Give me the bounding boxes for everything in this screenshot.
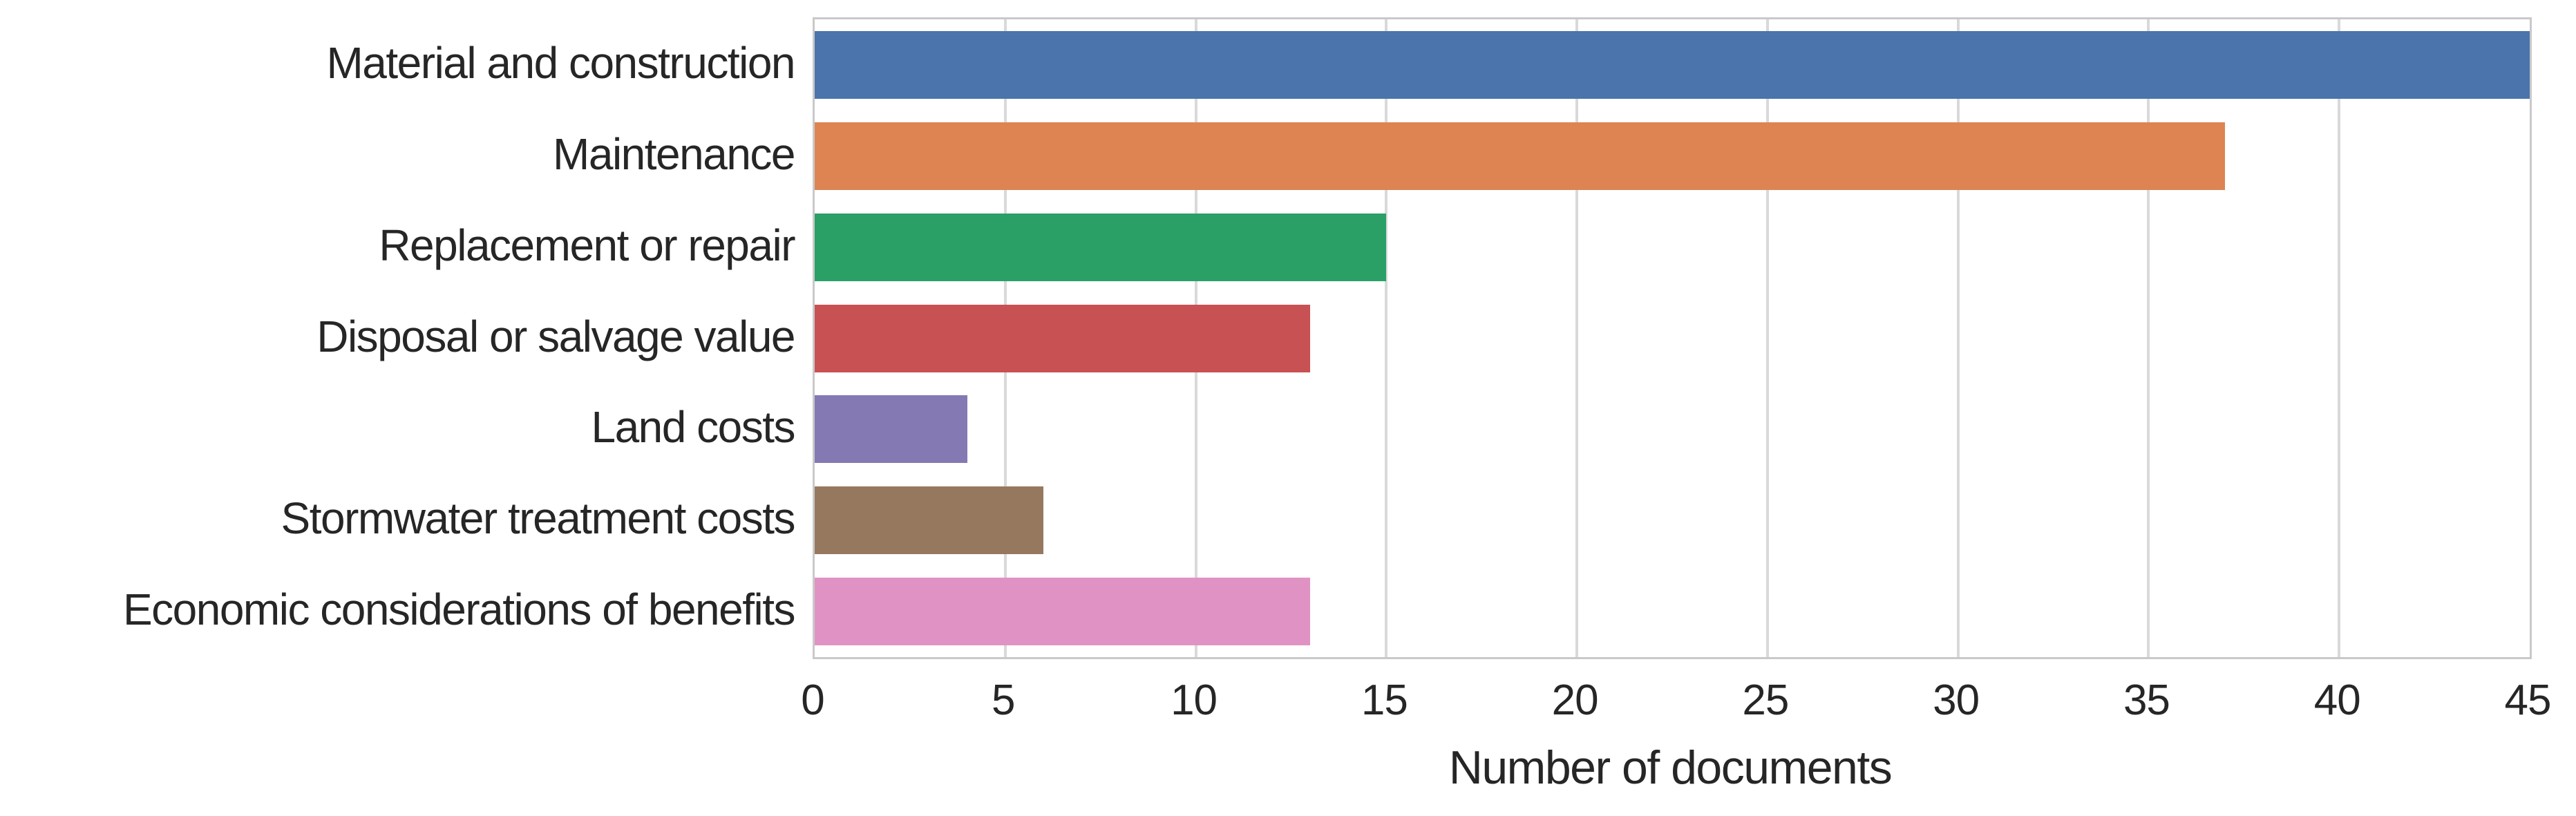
gridline-20 (1575, 19, 1579, 657)
gridline-25 (1765, 19, 1769, 657)
bar (815, 122, 2225, 190)
plot-area (813, 17, 2532, 659)
gridline-35 (2147, 19, 2150, 657)
x-tick-label: 10 (1171, 676, 1218, 724)
y-tick-label: Disposal or salvage value (316, 311, 795, 361)
y-tick-label: Material and construction (326, 37, 795, 88)
bar (815, 578, 1311, 646)
x-tick-label: 25 (1742, 676, 1789, 724)
x-tick-label: 20 (1551, 676, 1599, 724)
bar (815, 486, 1043, 555)
x-tick-label: 15 (1361, 676, 1408, 724)
y-tick-label: Stormwater treatment costs (281, 493, 796, 544)
x-tick-label: 40 (2313, 676, 2361, 724)
bar (815, 30, 2530, 99)
x-tick-label: 5 (992, 676, 1015, 724)
bar (815, 395, 967, 464)
x-tick-label: 35 (2123, 676, 2170, 724)
y-tick-label: Maintenance (553, 129, 795, 179)
x-tick-label: 45 (2504, 676, 2552, 724)
x-tick-label: 0 (801, 676, 824, 724)
x-tick-label: 30 (1933, 676, 1980, 724)
gridline-40 (2338, 19, 2341, 657)
y-tick-label: Land costs (591, 402, 795, 453)
bar (815, 304, 1311, 372)
y-tick-label: Economic considerations of benefits (122, 585, 796, 635)
gridline-30 (1956, 19, 1960, 657)
x-axis-label: Number of documents (1448, 741, 1893, 794)
bar (815, 213, 1387, 281)
y-tick-label: Replacement or repair (379, 220, 795, 270)
gridline-15 (1385, 19, 1388, 657)
